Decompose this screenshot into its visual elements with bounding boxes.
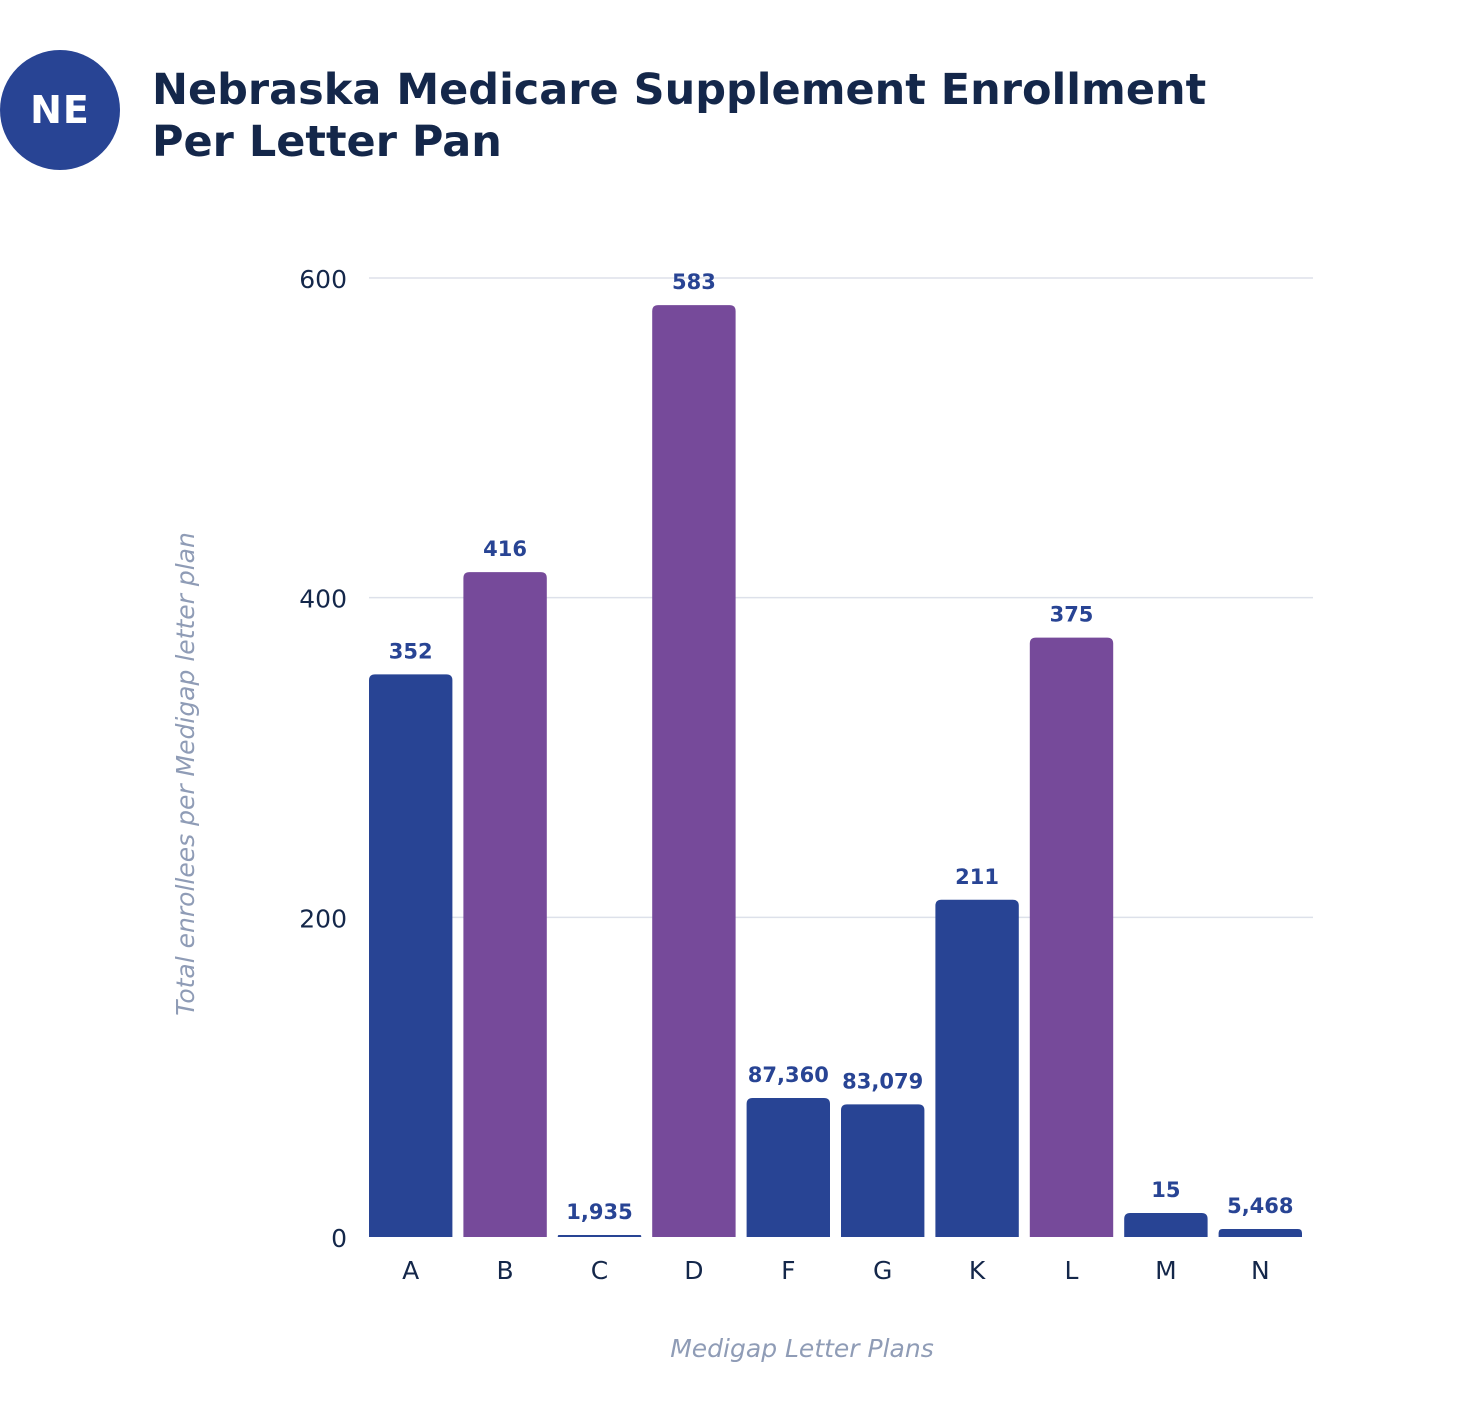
y-tick-label: 200 (299, 904, 347, 933)
x-tick-label-M: M (1155, 1256, 1177, 1285)
chart-title-line-1: Nebraska Medicare Supplement Enrollment (152, 65, 1207, 115)
x-tick-label-G: G (873, 1256, 892, 1285)
y-axis-ticks: 0 200 400 600 (299, 265, 347, 1253)
value-label-K: 211 (955, 865, 999, 889)
y-axis-title: Total enrollees per Medigap letter plan (171, 532, 200, 1016)
bar-M (1124, 1213, 1208, 1237)
bar-D (652, 305, 736, 1238)
value-label-M: 15 (1151, 1178, 1180, 1202)
bar-F (746, 1097, 830, 1237)
bar-K (935, 899, 1019, 1237)
bar-A (369, 674, 453, 1237)
bar-G (841, 1104, 925, 1237)
state-badge-label: NE (30, 88, 90, 132)
y-tick-label: 400 (299, 585, 347, 614)
x-tick-label-L: L (1065, 1256, 1079, 1285)
state-badge: NE (0, 50, 120, 170)
value-label-G: 83,079 (842, 1069, 923, 1093)
value-label-L: 375 (1050, 603, 1094, 627)
bar-C (557, 1235, 642, 1237)
value-label-D: 583 (672, 270, 716, 294)
x-tick-label-C: C (591, 1256, 608, 1285)
value-label-A: 352 (389, 639, 433, 663)
value-label-C: 1,935 (566, 1200, 632, 1224)
value-labels: 352 416 1,935 583 87,360 83,079 211 375 15 5,468 (389, 270, 1294, 1224)
value-label-F: 87,360 (748, 1063, 829, 1087)
value-label-B: 416 (483, 537, 527, 561)
bar-N (1218, 1229, 1302, 1237)
value-label-N: 5,468 (1227, 1194, 1293, 1218)
x-tick-label-A: A (402, 1256, 419, 1285)
bars (369, 305, 1302, 1238)
x-tick-label-B: B (497, 1256, 514, 1285)
x-axis-title: Medigap Letter Plans (670, 1334, 934, 1363)
x-tick-label-F: F (781, 1256, 795, 1285)
x-tick-label-K: K (969, 1256, 986, 1285)
y-tick-label: 600 (299, 265, 347, 294)
x-tick-label-N: N (1251, 1256, 1270, 1285)
y-tick-label: 0 (331, 1224, 347, 1253)
chart-title: Nebraska Medicare Supplement Enrollment … (152, 64, 1352, 168)
bar-L (1029, 637, 1114, 1237)
chart-title-line-2: Per Letter Pan (152, 117, 502, 167)
x-tick-label-D: D (684, 1256, 703, 1285)
bar-B (463, 572, 547, 1237)
